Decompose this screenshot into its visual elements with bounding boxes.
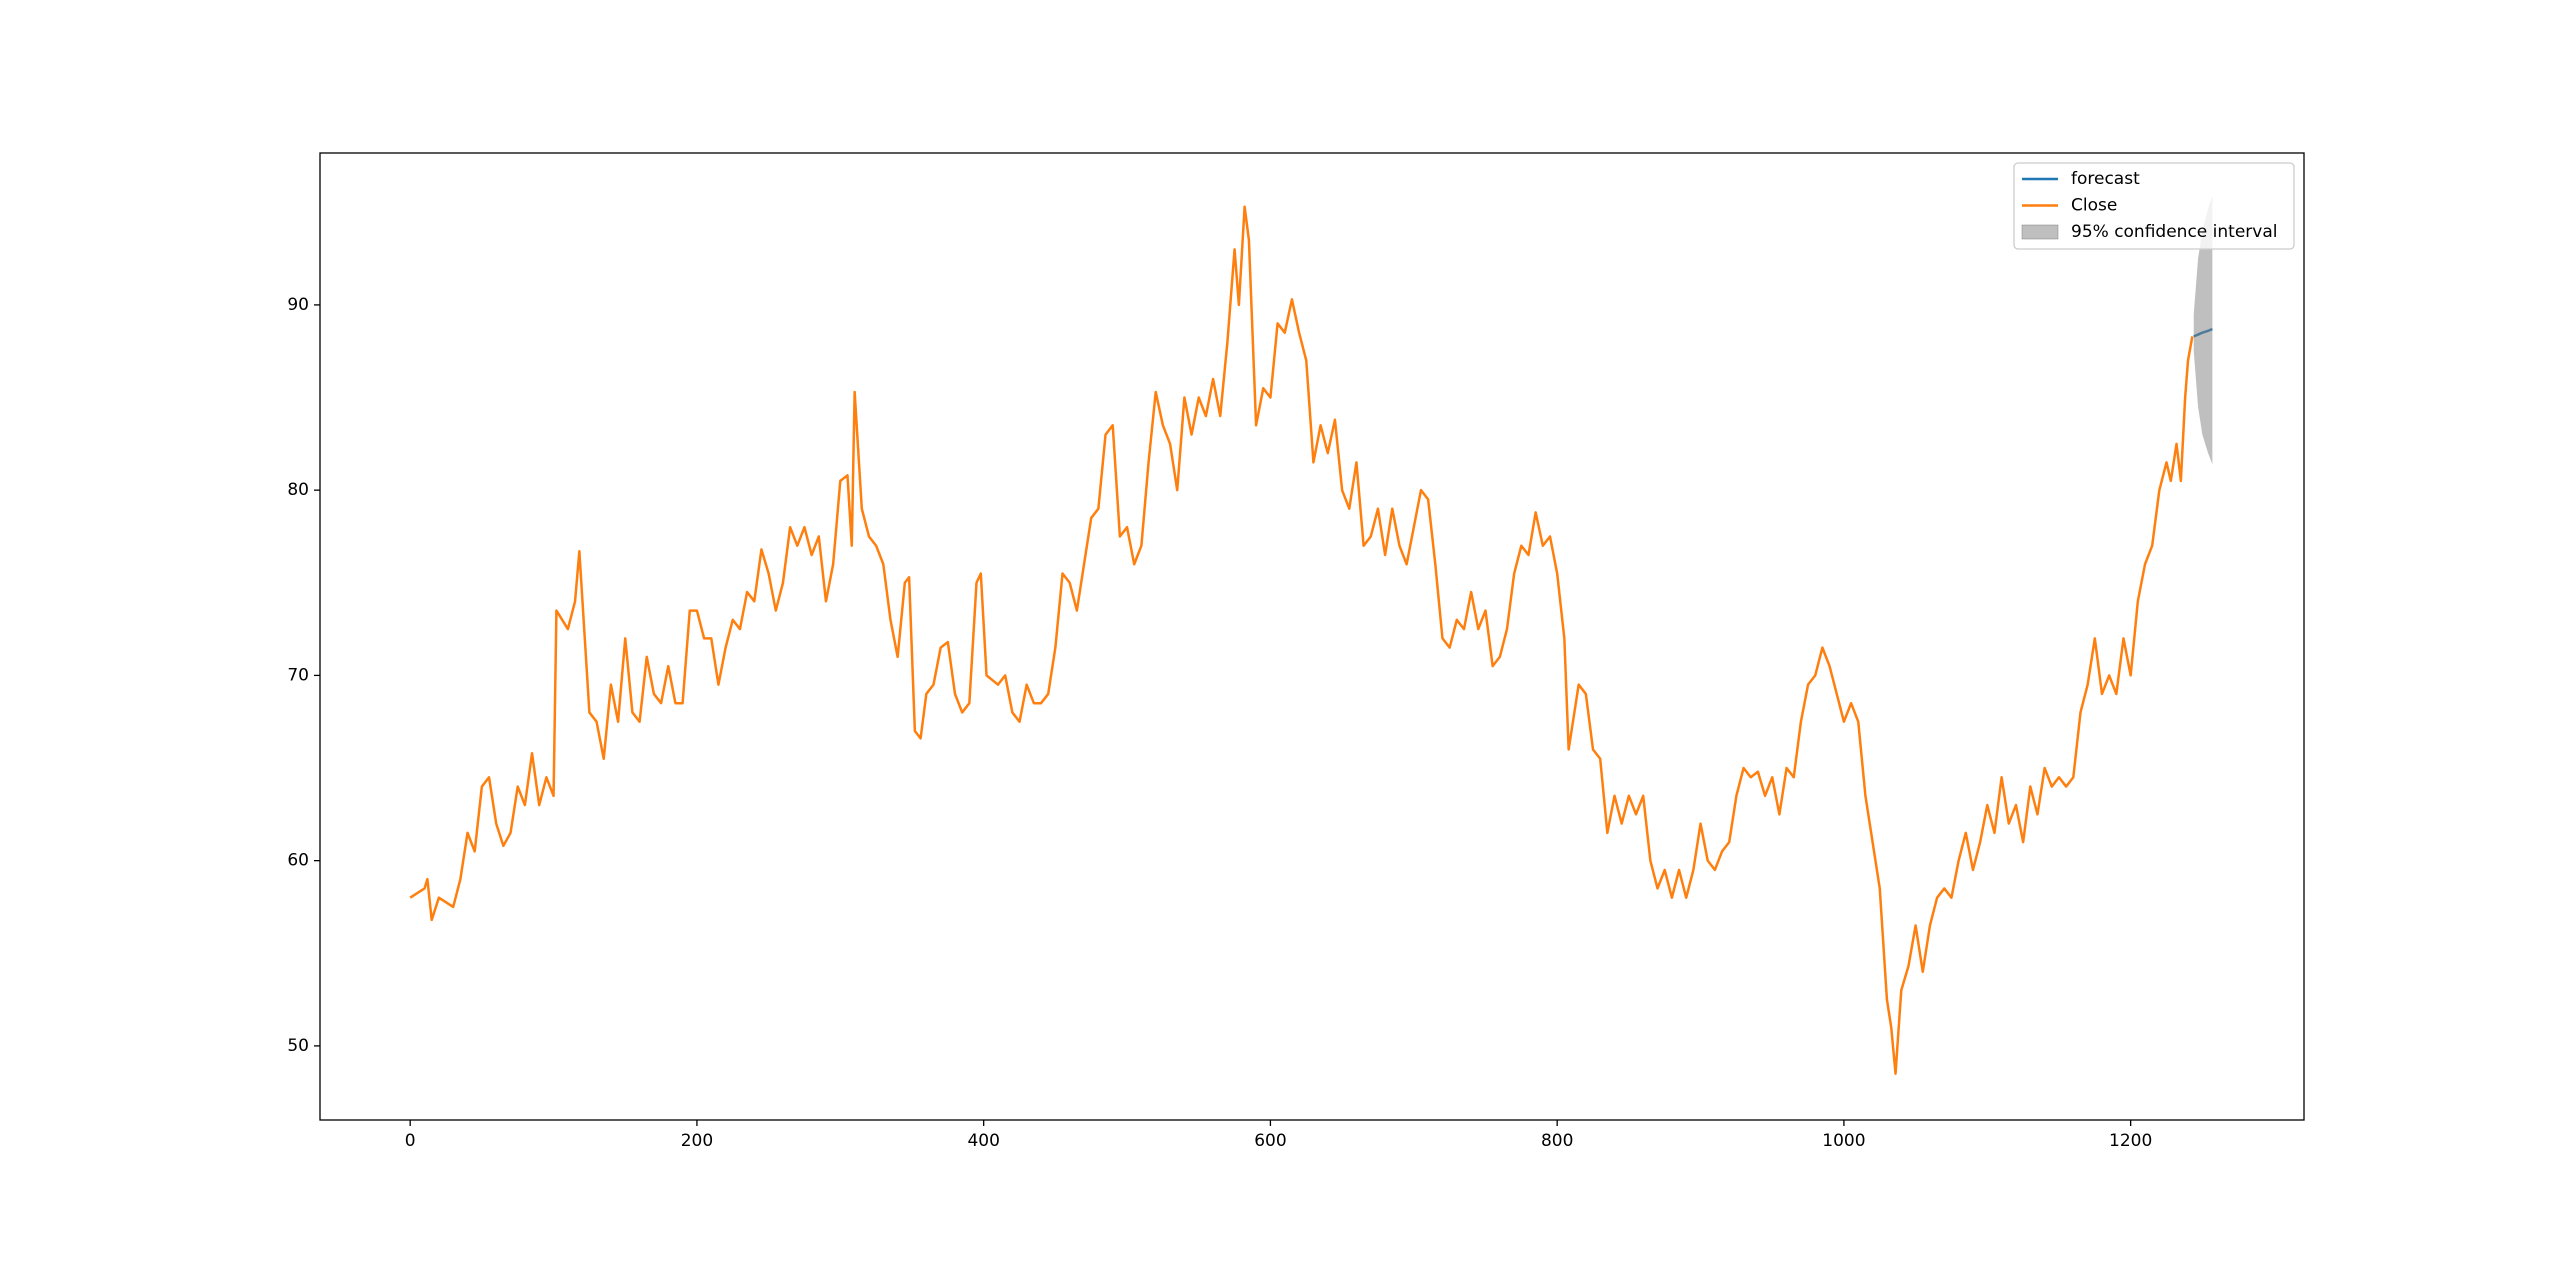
x-tick-label: 0 <box>405 1131 416 1151</box>
x-tick-label: 1200 <box>2109 1131 2152 1151</box>
x-tick-label: 200 <box>681 1131 713 1151</box>
legend-box <box>2013 162 2295 250</box>
confidence-band <box>2193 195 2213 465</box>
y-tick-label: 50 <box>287 1036 309 1056</box>
x-tick-label: 600 <box>1254 1131 1286 1151</box>
legend-label: 95% confidence interval <box>2071 222 2277 242</box>
line-series <box>409 205 2194 1075</box>
plot-frame <box>319 152 2305 1121</box>
legend-swatch <box>2021 224 2059 240</box>
y-tick-label: 60 <box>287 851 309 871</box>
y-tick-label: 70 <box>287 665 309 685</box>
x-tick-label: 1000 <box>1822 1131 1865 1151</box>
y-tick-label: 80 <box>287 480 309 500</box>
x-tick-label: 800 <box>1541 1131 1573 1151</box>
x-tick-label: 400 <box>967 1131 999 1151</box>
y-tick-label: 90 <box>287 295 309 315</box>
legend-label: forecast <box>2071 169 2140 189</box>
legend-label: Close <box>2071 196 2117 216</box>
